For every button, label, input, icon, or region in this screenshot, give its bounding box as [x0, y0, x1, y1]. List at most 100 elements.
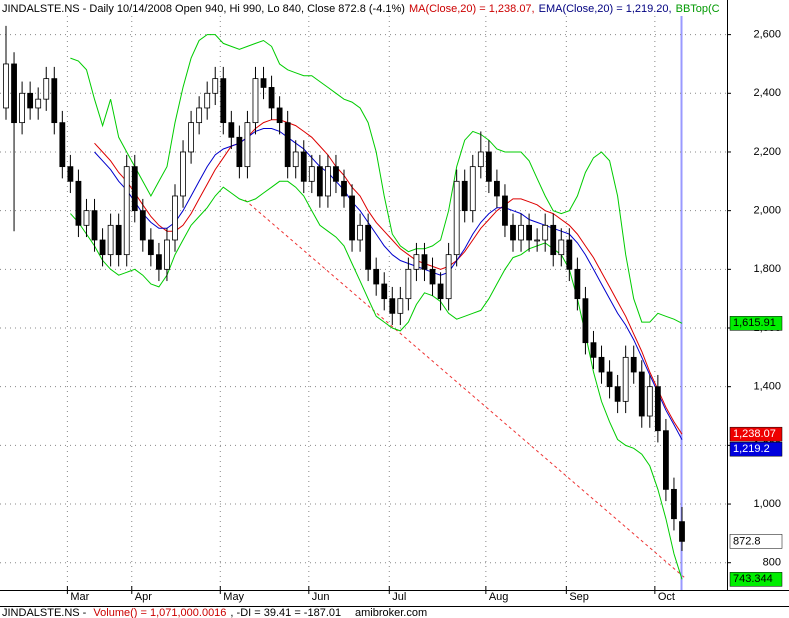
candle-body — [437, 283, 444, 300]
text-segment: JINDALSTE.NS - Daily 10/14/2008 Open 940… — [2, 3, 405, 15]
candle-body — [405, 268, 412, 300]
value-label-box — [729, 572, 783, 587]
candle-body — [196, 107, 203, 124]
candle-body — [614, 386, 621, 402]
candle-body — [204, 92, 211, 109]
candle-body — [453, 180, 460, 256]
candle-body — [381, 283, 388, 300]
candle-body — [59, 122, 66, 168]
candles — [3, 25, 685, 551]
text-segment: JINDALSTE.NS - — [2, 607, 89, 618]
candle-body — [349, 195, 355, 241]
candle-body — [180, 151, 186, 197]
candle-body — [341, 180, 347, 197]
candle-body — [357, 224, 363, 241]
candle-body — [598, 356, 605, 373]
trend-line — [244, 199, 686, 579]
candle-body — [252, 78, 259, 124]
candle-body — [333, 166, 339, 182]
x-tick-label: May — [223, 591, 244, 603]
candle-body — [236, 136, 243, 168]
header: JINDALSTE.NS - Daily 10/14/2008 Open 940… — [2, 3, 720, 15]
candle-body — [526, 224, 532, 241]
candle-body — [566, 239, 573, 270]
candle-body — [19, 92, 25, 124]
candle-body — [558, 239, 565, 256]
candle-body — [308, 166, 315, 182]
candle-body — [3, 63, 9, 109]
candle-body — [365, 224, 372, 270]
candle-body — [421, 254, 428, 270]
text-segment: EMA(Close,20) = 1,219.20, — [539, 3, 672, 15]
candle-body — [630, 356, 637, 373]
axes: 8001,0001,2001,4001,6001,8002,0002,2002,… — [66, 29, 783, 603]
candle-body — [123, 166, 130, 256]
candle-body — [663, 430, 669, 490]
candle-body — [542, 224, 549, 241]
candle-body — [574, 268, 581, 300]
candle-body — [11, 63, 17, 124]
candle-body — [389, 298, 396, 314]
candle-body — [156, 254, 162, 270]
y-tick-label: 2,600 — [753, 29, 781, 41]
x-tick-label: Jul — [392, 591, 406, 603]
candle-body — [292, 151, 299, 168]
candle-body — [671, 488, 677, 520]
candle-body — [477, 151, 484, 168]
candle-body — [107, 224, 114, 256]
candle-body — [502, 195, 508, 226]
candle-body — [445, 254, 452, 300]
candle-body — [429, 268, 436, 285]
candle-body — [27, 92, 34, 109]
candle-body — [51, 78, 58, 124]
candle-body — [622, 356, 629, 402]
value-label: 1,238.07 — [733, 428, 776, 440]
candle-body — [679, 521, 685, 542]
value-label-box — [729, 534, 783, 549]
grid — [0, 16, 727, 590]
y-tick-label: 2,400 — [753, 87, 781, 99]
y-tick-label: 1,800 — [753, 263, 781, 275]
indicator-line — [70, 180, 683, 580]
indicator-line — [94, 128, 683, 440]
candle-body — [485, 151, 492, 182]
candle-body — [590, 342, 597, 358]
x-tick-label: Oct — [658, 591, 675, 603]
value-label: 872.8 — [733, 535, 761, 547]
y-tick-label: 1,000 — [753, 498, 781, 510]
candle-body — [413, 254, 420, 270]
candle-body — [43, 78, 50, 100]
candle-body — [300, 151, 307, 182]
candle-body — [172, 195, 178, 241]
candle-body — [638, 371, 645, 417]
candle-body — [461, 180, 468, 212]
candle-body — [131, 166, 138, 212]
candle-body — [147, 239, 154, 256]
candle-body — [582, 298, 589, 344]
credit: amibroker.com — [355, 607, 427, 618]
candle-body — [228, 122, 235, 138]
candle-body — [115, 224, 122, 256]
candle-body — [550, 224, 557, 256]
candle-body — [373, 268, 380, 285]
value-label-box — [729, 316, 783, 331]
candle-body — [75, 180, 82, 226]
candle-body — [268, 87, 275, 109]
text-segment: Volume() = 1,071,000.0016 — [93, 607, 226, 618]
text-segment: BBTop(C — [676, 3, 720, 15]
value-label: 1,615.91 — [733, 317, 776, 329]
candle-body — [212, 78, 219, 94]
x-tick-label: Sep — [569, 591, 589, 603]
text-segment: MA(Close,20) = 1,238.07, — [409, 3, 535, 15]
candle-body — [276, 107, 283, 124]
candle-body — [67, 166, 74, 182]
x-tick-label: Aug — [489, 591, 509, 603]
candle-body — [99, 239, 106, 256]
indicator-line — [70, 34, 683, 324]
candle-body — [260, 78, 267, 88]
candle-body — [510, 224, 516, 241]
candle-body — [534, 239, 541, 242]
candle-body — [91, 210, 98, 241]
candle-body — [646, 386, 653, 417]
candle-body — [518, 224, 524, 241]
